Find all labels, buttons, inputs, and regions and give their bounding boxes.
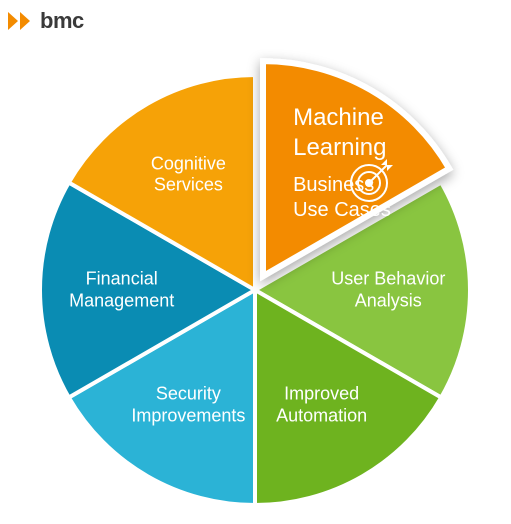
pie-svg bbox=[0, 0, 511, 524]
pie-chart: Machine LearningBusiness Use CasesUser B… bbox=[0, 0, 511, 524]
